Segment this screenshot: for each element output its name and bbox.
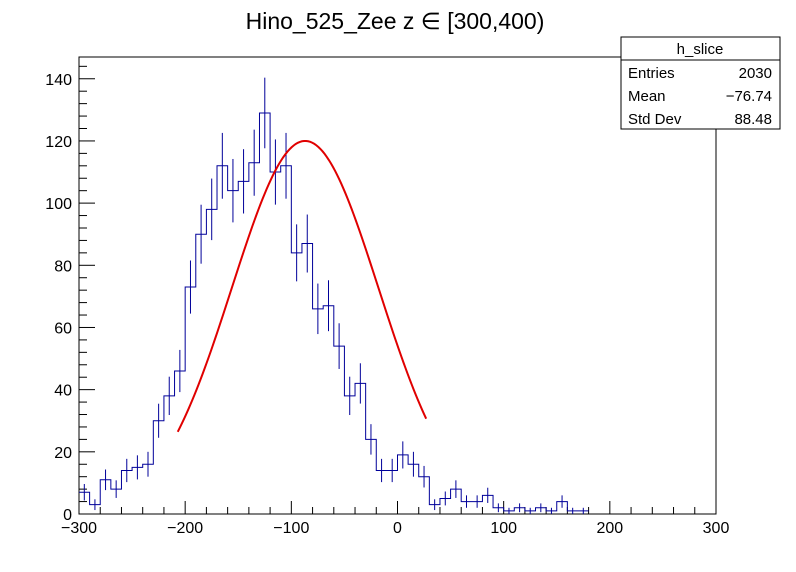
y-tick-label: 40 [54,383,72,400]
x-tick-label: −300 [61,520,97,537]
stats-box: h_slice Entries 2030 Mean −76.74 Std Dev… [620,36,781,130]
y-tick-label: 120 [45,134,72,151]
stats-stddev-value: 88.48 [734,111,772,128]
y-tick-label: 20 [54,445,72,462]
stats-entries-value: 2030 [739,65,772,82]
y-tick-label: 0 [63,507,72,524]
y-tick-label: 140 [45,72,72,89]
y-tick-label: 100 [45,196,72,213]
x-tick-label: 200 [596,520,623,537]
stats-box-title: h_slice [677,41,724,58]
x-axis: −300 −200 −100 0 100 200 300 [61,501,729,537]
x-tick-label: 100 [490,520,517,537]
fit-curve [176,139,428,433]
stats-mean-value: −76.74 [726,88,772,105]
x-tick-label: −200 [167,520,203,537]
chart-title: Hino_525_Zee z ∈ [300,400) [246,8,545,34]
stats-entries-label: Entries [628,65,675,82]
x-tick-label: 0 [393,520,402,537]
x-tick-label: 300 [703,520,730,537]
y-tick-label: 60 [54,320,72,337]
stats-stddev-label: Std Dev [628,111,682,128]
y-axis: 0 20 40 60 80 100 120 140 [45,65,95,524]
stats-mean-label: Mean [628,88,666,105]
plot-frame [78,56,717,515]
y-tick-label: 80 [54,258,72,275]
x-tick-label: −100 [273,520,309,537]
histogram-series [79,77,589,514]
stats-box-frame [620,36,781,130]
fit-curve-series [176,139,428,433]
histogram-step-line [79,112,589,512]
